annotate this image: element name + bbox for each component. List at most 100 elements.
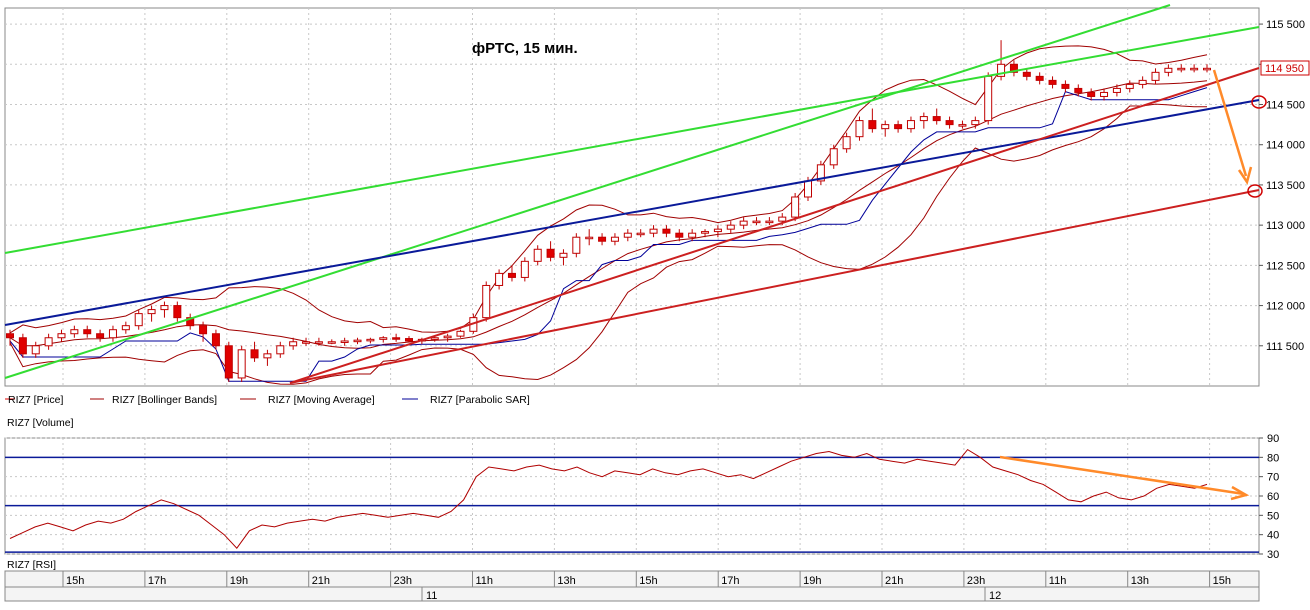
- candle: [804, 180, 812, 198]
- candle: [778, 216, 787, 222]
- candle: [971, 120, 980, 126]
- rsi-y-tick-label: 80: [1267, 452, 1279, 464]
- candle: [83, 329, 92, 335]
- y-tick-label: 115 500: [1266, 19, 1305, 31]
- bollinger-upper: [9, 45, 1208, 334]
- candle: [302, 341, 311, 344]
- x-tick-label: 13h: [557, 575, 575, 587]
- candle: [919, 116, 928, 122]
- candle: [1203, 67, 1211, 71]
- target-circle-lower: [1247, 184, 1263, 198]
- candle: [1151, 71, 1160, 81]
- candle: [752, 220, 761, 224]
- candle: [829, 148, 838, 166]
- candle: [18, 337, 27, 355]
- green-trendline-steep: [4, 4, 1171, 379]
- candle: [559, 252, 568, 258]
- legend-parabolic-sar: RIZ7 [Parabolic SAR]: [430, 394, 530, 406]
- rsi-y-tick-label: 30: [1267, 549, 1279, 561]
- candle: [199, 325, 208, 335]
- candle: [572, 236, 581, 254]
- candle: [211, 333, 220, 347]
- rsi-y-tick-label: 70: [1267, 472, 1279, 484]
- candle: [868, 120, 877, 130]
- time-x-axis: 15h 17h 19h 21h 23h 11h 13h 15h 17h 19h 21h 23h 11h 1…: [62, 571, 1231, 602]
- candle: [675, 232, 684, 238]
- candle: [958, 124, 967, 127]
- candle: [108, 329, 117, 339]
- x-tick-label: 21h: [312, 575, 330, 587]
- candle: [1035, 75, 1044, 81]
- forecast-arrowhead-price: [1237, 166, 1253, 185]
- candle: [1138, 79, 1147, 85]
- candle: [340, 340, 349, 343]
- candles: [6, 40, 1211, 382]
- candle: [765, 220, 774, 224]
- candle: [250, 349, 259, 359]
- forecast-arrowhead-rsi: [1230, 485, 1250, 501]
- rsi-series: [9, 448, 1250, 549]
- y-tick-label: 112 000: [1266, 301, 1305, 313]
- blue-trendline: [4, 99, 1260, 326]
- candle: [366, 338, 375, 342]
- x-tick-label: 17h: [721, 575, 739, 587]
- time-axis-frame: [4, 570, 1260, 602]
- trendlines: [4, 4, 1267, 384]
- bollinger-lower: [9, 103, 1207, 385]
- candle: [906, 120, 915, 130]
- candle: [224, 345, 233, 379]
- candle: [533, 248, 542, 262]
- y-tick-label: 113 000: [1266, 220, 1305, 232]
- candle: [894, 124, 903, 130]
- candle: [726, 224, 735, 230]
- moving-average-line: [9, 80, 1208, 349]
- indicator-overlays: [9, 45, 1208, 385]
- candle: [1100, 91, 1109, 97]
- candle: [96, 333, 105, 339]
- rsi-grid: [5, 437, 1259, 555]
- x-tick-label: 23h: [967, 575, 985, 587]
- candle: [662, 228, 671, 234]
- candle: [842, 136, 851, 150]
- candle: [1125, 83, 1134, 89]
- last-price-tag-box: [1260, 60, 1310, 76]
- candle: [327, 341, 336, 344]
- candle: [585, 236, 594, 240]
- day-tick-label: 11: [426, 590, 437, 602]
- x-tick-label: 19h: [230, 575, 248, 587]
- day-tick-label: 12: [989, 590, 1001, 602]
- x-tick-label: 11h: [476, 575, 494, 587]
- candle: [507, 272, 516, 278]
- candle: [1164, 67, 1173, 73]
- candle: [147, 309, 156, 315]
- candle: [70, 329, 79, 335]
- candle: [160, 305, 169, 311]
- candle: [405, 338, 413, 342]
- candle: [739, 220, 748, 226]
- candle: [598, 236, 607, 242]
- candle: [44, 337, 53, 347]
- candle: [482, 284, 491, 319]
- candle: [649, 228, 658, 234]
- rsi-y-tick-label: 40: [1267, 530, 1279, 542]
- rsi-y-axis: 90 80 70 60 50 40 30: [1259, 433, 1279, 561]
- candle: [1022, 71, 1031, 77]
- candle: [701, 231, 710, 234]
- candle: [392, 337, 401, 340]
- candle: [353, 339, 362, 343]
- parabolic-sar-line: [9, 87, 1208, 382]
- x-tick-label: 11h: [1049, 575, 1067, 587]
- legend-bollinger: RIZ7 [Bollinger Bands]: [112, 394, 217, 406]
- x-tick-label: 15h: [1213, 575, 1231, 587]
- candle: [997, 63, 1006, 77]
- x-tick-label: 17h: [148, 575, 166, 587]
- x-tick-label: 21h: [885, 575, 903, 587]
- candle: [546, 248, 555, 258]
- x-tick-label: 13h: [1131, 575, 1149, 587]
- red-trendline-lower: [289, 189, 1260, 384]
- forecast-arrow-price: [1212, 69, 1248, 177]
- rsi-y-tick-label: 90: [1267, 433, 1279, 445]
- candle: [1112, 87, 1121, 93]
